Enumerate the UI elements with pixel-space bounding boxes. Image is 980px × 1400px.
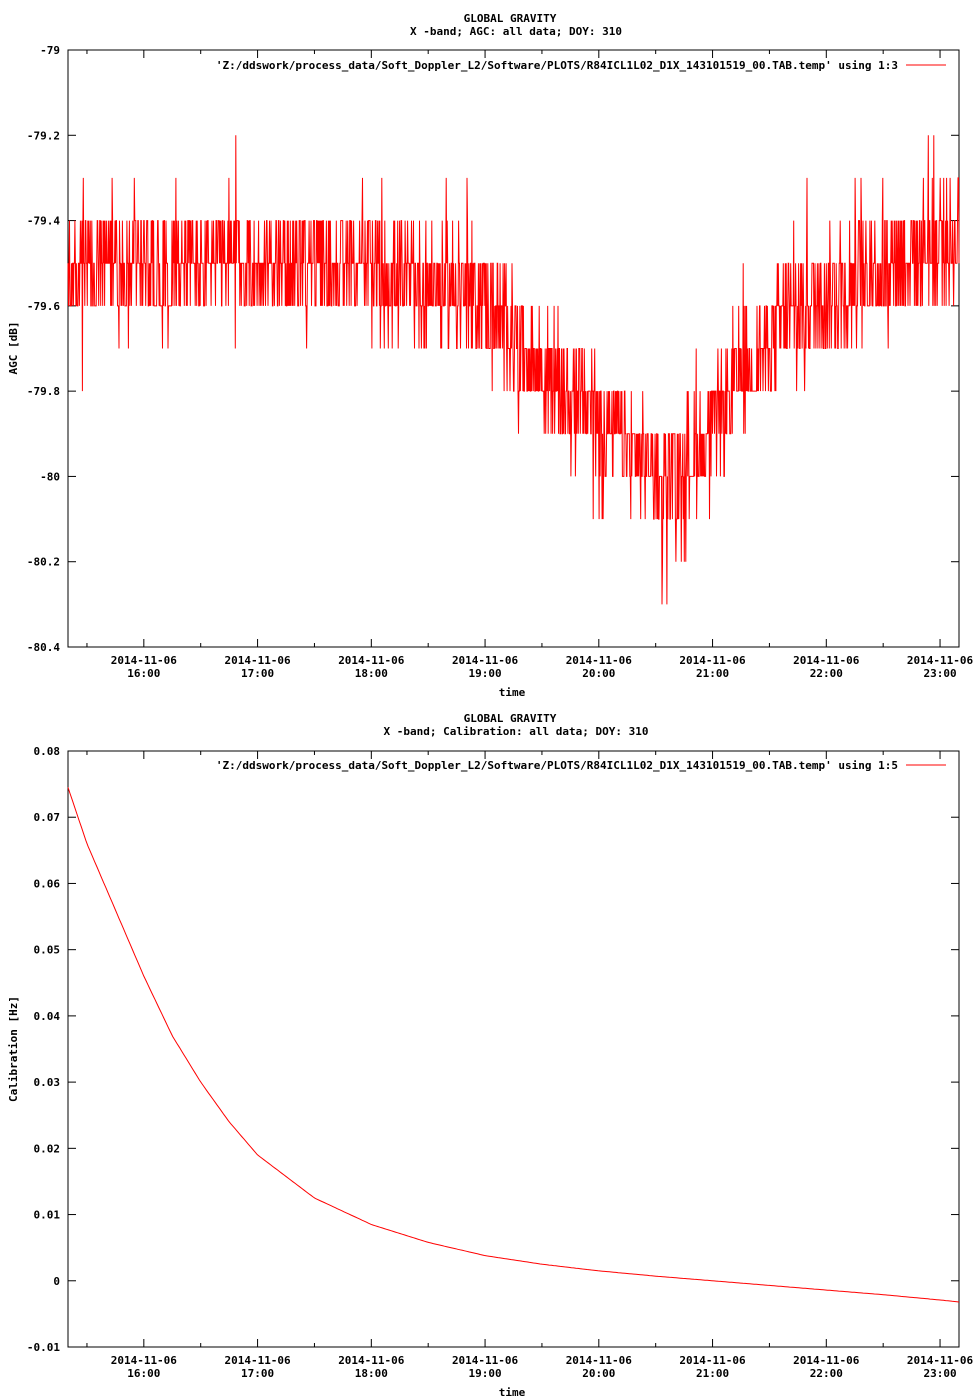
x-tick-time: 18:00 [355, 667, 388, 680]
x-tick-time: 16:00 [127, 1367, 160, 1380]
legend-entry: 'Z:/ddswork/process_data/Soft_Doppler_L2… [216, 59, 898, 72]
x-tick-date: 2014-11-06 [111, 654, 178, 667]
legend: 'Z:/ddswork/process_data/Soft_Doppler_L2… [216, 759, 946, 772]
agc-series [67, 135, 960, 605]
x-axis-ticks: 2014-11-0616:002014-11-0617:002014-11-06… [111, 751, 974, 1380]
y-tick-label: -80.2 [27, 556, 60, 569]
chart-title: GLOBAL GRAVITY [464, 712, 557, 725]
x-tick-date: 2014-11-06 [111, 1354, 178, 1367]
y-tick-label: -80 [40, 470, 60, 483]
y-tick-label: -79.6 [27, 300, 60, 313]
x-tick-time: 23:00 [923, 1367, 956, 1380]
x-tick-date: 2014-11-06 [452, 1354, 519, 1367]
y-axis-ticks: -79 -79.2 -79.4 -79.6 -79.8 -80 -80.2 -80.4 [27, 44, 959, 654]
chart-subtitle: X -band; Calibration: all data; DOY: 310 [384, 725, 649, 738]
x-axis-ticks: 2014-11-0616:002014-11-0617:002014-11-06… [111, 50, 974, 680]
y-tick-label: -79.2 [27, 129, 60, 142]
x-axis-label: time [499, 1386, 526, 1399]
x-tick-time: 17:00 [241, 1367, 274, 1380]
x-tick-time: 19:00 [469, 1367, 502, 1380]
legend: 'Z:/ddswork/process_data/Soft_Doppler_L2… [216, 59, 946, 72]
y-tick-label: -79 [40, 44, 60, 57]
y-tick-label: -80.4 [27, 641, 60, 654]
y-tick-label: -0.01 [27, 1341, 60, 1354]
y-tick-label: 0.04 [34, 1010, 61, 1023]
plot-frame [67, 750, 960, 1348]
y-tick-label: 0 [53, 1275, 60, 1288]
series-line [67, 135, 960, 605]
x-tick-date: 2014-11-06 [566, 654, 633, 667]
x-tick-date: 2014-11-06 [224, 1354, 291, 1367]
x-tick-date: 2014-11-06 [224, 654, 291, 667]
chart-subtitle: X -band; AGC: all data; DOY: 310 [410, 25, 622, 38]
y-axis-label: Calibration [Hz] [7, 996, 20, 1102]
x-axis-minor-ticks [86, 50, 884, 647]
x-tick-date: 2014-11-06 [907, 1354, 974, 1367]
x-tick-date: 2014-11-06 [793, 1354, 860, 1367]
x-tick-time: 19:00 [469, 667, 502, 680]
x-tick-date: 2014-11-06 [907, 654, 974, 667]
x-axis-label: time [499, 686, 526, 699]
y-tick-label: 0.01 [34, 1209, 61, 1222]
x-tick-time: 22:00 [810, 667, 843, 680]
x-tick-date: 2014-11-06 [338, 1354, 405, 1367]
x-tick-date: 2014-11-06 [452, 654, 519, 667]
x-tick-date: 2014-11-06 [679, 654, 746, 667]
x-tick-time: 20:00 [582, 667, 615, 680]
x-tick-date: 2014-11-06 [679, 1354, 746, 1367]
y-tick-label: 0.08 [34, 745, 61, 758]
y-tick-label: 0.02 [34, 1142, 61, 1155]
x-tick-time: 16:00 [127, 667, 160, 680]
x-tick-time: 20:00 [582, 1367, 615, 1380]
x-tick-time: 22:00 [810, 1367, 843, 1380]
plot-frame [67, 49, 960, 648]
y-axis-ticks: 0.08 0.07 0.06 0.05 0.04 0.03 0.02 0.01 0 -0.01 [27, 745, 959, 1354]
y-tick-label: 0.05 [34, 944, 61, 957]
agc-chart: GLOBAL GRAVITY X -band; AGC: all data; D… [7, 12, 974, 699]
x-tick-time: 21:00 [696, 1367, 729, 1380]
x-tick-date: 2014-11-06 [338, 654, 405, 667]
chart-title: GLOBAL GRAVITY [464, 12, 557, 25]
y-axis-label: AGC [dB] [7, 322, 20, 375]
y-tick-label: -79.4 [27, 215, 60, 228]
y-tick-label: 0.03 [34, 1076, 61, 1089]
x-tick-time: 17:00 [241, 667, 274, 680]
x-tick-time: 21:00 [696, 667, 729, 680]
series-line [67, 787, 960, 1303]
x-axis-minor-ticks [86, 751, 884, 1347]
x-tick-date: 2014-11-06 [566, 1354, 633, 1367]
legend-entry: 'Z:/ddswork/process_data/Soft_Doppler_L2… [216, 759, 898, 772]
y-tick-label: 0.06 [34, 877, 61, 890]
y-tick-label: -79.8 [27, 385, 60, 398]
calibration-series [67, 787, 960, 1303]
x-tick-time: 18:00 [355, 1367, 388, 1380]
x-tick-time: 23:00 [923, 667, 956, 680]
y-tick-label: 0.07 [34, 811, 61, 824]
calibration-chart: GLOBAL GRAVITY X -band; Calibration: all… [7, 712, 974, 1399]
x-tick-date: 2014-11-06 [793, 654, 860, 667]
